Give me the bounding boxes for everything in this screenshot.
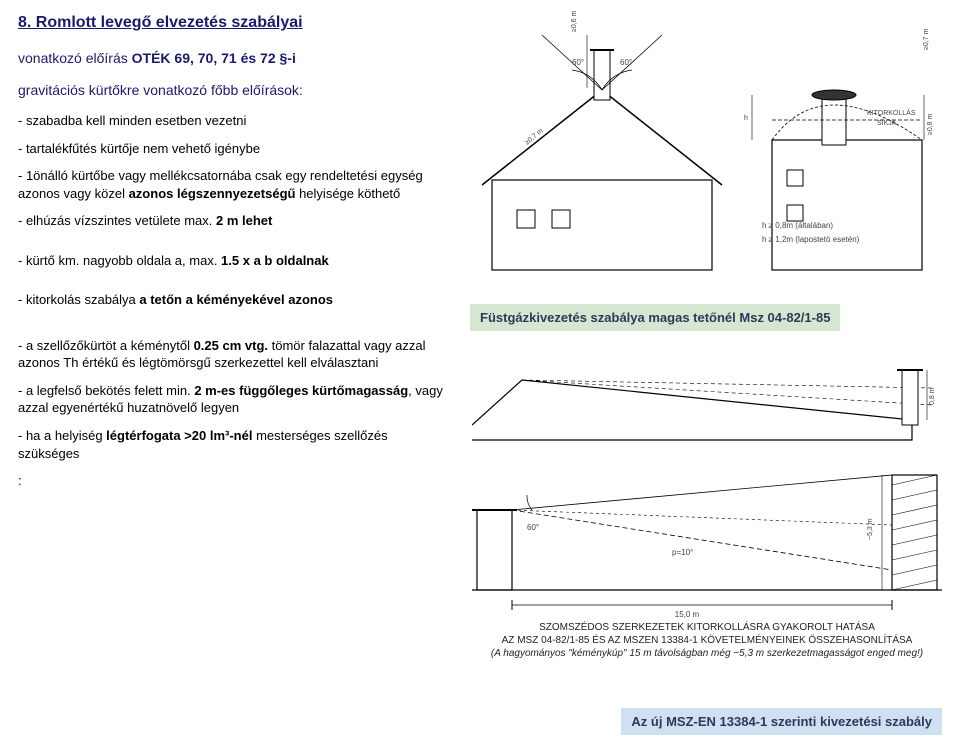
right-dim: ≥0,7 m [923,28,930,50]
bullet-8: - a legfelső bekötés felett min. 2 m-es … [18,382,448,417]
b9b: légtérfogata >20 lm³-nél [106,428,252,443]
b8a: - a legfelső bekötés felett min. [18,383,194,398]
h2-label: h ≥ 1,2m (lapostetö esetén) [762,235,860,244]
b4b: 2 m lehet [216,213,272,228]
bullet-9: - ha a helyiség légtérfogata >20 lm³-nél… [18,427,448,462]
bottom-caption-1: SZOMSZÉDOS SZERKEZETEK KITORKOLLÁSRA GYA… [472,622,942,633]
b7b: 0.25 cm vtg. [194,338,268,353]
bottom-h: ~5,3 m [867,518,874,540]
bottom-dist: 15,0 m [675,610,700,619]
b6b: a tetőn a kéményekével azonos [139,292,333,307]
b5b: 1.5 x a b oldalnak [221,253,329,268]
b8b: 2 m-es függőleges kürtőmagasság [194,383,408,398]
bullet-colon: : [18,472,448,490]
right-dim2: ≥0,8 m [927,113,934,135]
regulation-bold: OTÉK 69, 70, 71 és 72 §-i [132,50,296,66]
diagram-bottom: 60° p=10° 15,0 m ~5,3 m SZOMSZÉDOS SZERK… [472,470,942,650]
bullet-1: - szabadba kell minden esetben vezetni [18,112,448,130]
svg-text:h: h [744,115,748,122]
bottom-caption-3: (A hagyományos "kéménykúp" 15 m távolság… [472,648,942,659]
mid-dim: 0,8 m [929,387,936,405]
bottom-caption-2: AZ MSZ 04-82/1-85 ÉS AZ MSZEN 13384-1 KÖ… [472,635,942,646]
b5a: - kürtő km. nagyobb oldala a, max. [18,253,221,268]
angle-right-label: 60° [620,58,632,67]
callout-green: Füstgázkivezetés szabálya magas tetőnél … [470,304,840,331]
bullet-6: - kitorkolás szabálya a tetőn a kémények… [18,291,448,309]
bullet-2: - tartalékfűtés kürtője nem vehető igény… [18,140,448,158]
bottom-p: p=10° [672,548,693,557]
top-dim: ≥0,6 m [571,10,578,32]
angle-left-label: 60° [572,58,584,67]
b4a: - elhúzás vízszintes vetülete max. [18,213,216,228]
bullet-list: - szabadba kell minden esetben vezetni -… [18,112,448,490]
diagram-mid: 0,8 m [472,350,942,445]
b7a: - a szellőzőkürtöt a kéménytől [18,338,194,353]
b3b: azonos légszennyezetségű [129,186,296,201]
callout-blue: Az új MSZ-EN 13384-1 szerinti kivezetési… [621,708,942,735]
page-heading: 8. Romlott levegő elvezetés szabályai [18,14,448,32]
diagram-top: 60° 60° ≥0,6 m ≥0,7 m KITORKOLLÁS SÍKJA … [472,10,942,280]
b3c: helyisége köthető [295,186,400,201]
regulation-prefix: vonatkozó előírás [18,50,132,66]
subsection-title: gravitációs kürtőkre vonatkozó főbb előí… [18,82,448,98]
b9a: - ha a helyiség [18,428,106,443]
bottom-angle: 60° [527,523,539,532]
bullet-7: - a szellőzőkürtöt a kéménytől 0.25 cm v… [18,337,448,372]
bullet-3: - 1önálló kürtőbe vagy mellékcsatornába … [18,167,448,202]
kitor-label: KITORKOLLÁS [867,108,916,117]
bullet-5: - kürtő km. nagyobb oldala a, max. 1.5 x… [18,252,448,270]
b6a: - kitorkolás szabálya [18,292,139,307]
h1-label: h ≥ 0,8m (általában) [762,221,833,230]
regulation-line: vonatkozó előírás OTÉK 69, 70, 71 és 72 … [18,50,448,66]
bullet-4: - elhúzás vízszintes vetülete max. 2 m l… [18,212,448,230]
